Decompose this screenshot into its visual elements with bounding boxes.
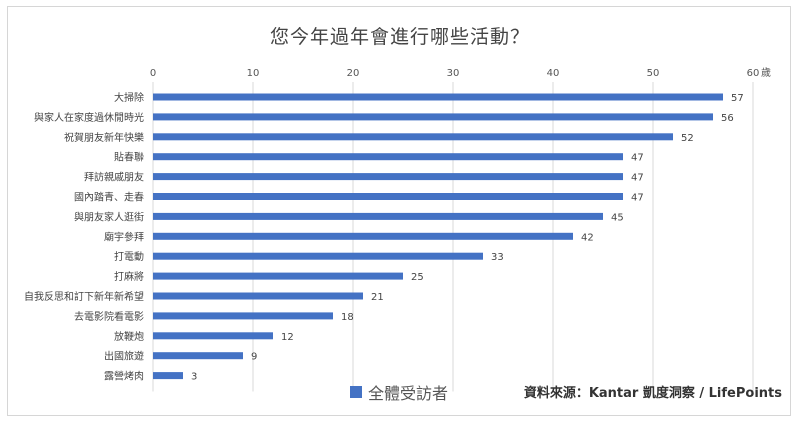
category-label: 打電動 — [114, 250, 144, 263]
category-label: 自我反思和訂下新年新希望 — [24, 290, 144, 303]
data-label: 47 — [631, 193, 644, 204]
category-label: 與家人在家度過休閒時光 — [34, 111, 144, 124]
x-tick-label: 50 — [647, 68, 660, 79]
x-tick-label: 30 — [447, 68, 460, 79]
data-label: 9 — [251, 352, 257, 363]
bar — [153, 113, 713, 121]
bar — [153, 312, 333, 320]
bar — [153, 332, 273, 340]
data-label: 56 — [721, 113, 734, 124]
data-label: 42 — [581, 232, 594, 243]
x-tick-label: 20 — [347, 68, 360, 79]
legend-label: 全體受訪者 — [368, 384, 449, 403]
category-label: 放鞭炮 — [114, 330, 144, 343]
data-label: 3 — [191, 372, 197, 383]
bar — [153, 352, 243, 360]
category-label: 祝賀朋友新年快樂 — [64, 131, 144, 144]
data-label: 52 — [681, 133, 694, 144]
data-label: 45 — [611, 212, 624, 223]
bar — [153, 193, 623, 200]
x-tick-label: 10 — [247, 68, 260, 79]
chart-frame — [7, 6, 791, 416]
data-label: 33 — [491, 252, 504, 263]
bar — [153, 292, 363, 300]
category-label: 貼春聯 — [114, 151, 144, 164]
category-label: 廟宇參拜 — [104, 230, 144, 243]
category-label: 國內踏青、走春 — [74, 191, 144, 204]
category-label: 大掃除 — [114, 91, 144, 104]
bar — [153, 93, 723, 101]
data-label: 25 — [411, 272, 424, 283]
data-label: 47 — [631, 173, 644, 184]
chart-title: 您今年過年會進行哪些活動？ — [269, 26, 530, 48]
category-label: 與朋友家人逛街 — [74, 210, 144, 223]
category-label: 去電影院看電影 — [74, 310, 144, 323]
bar — [153, 173, 623, 181]
bar — [153, 212, 603, 220]
data-label: 18 — [341, 312, 354, 323]
category-label: 出國旅遊 — [104, 350, 144, 363]
category-label: 拜訪親戚朋友 — [84, 171, 144, 184]
data-label: 57 — [731, 93, 744, 104]
legend: 全體受訪者 — [350, 380, 448, 404]
bar — [153, 232, 573, 240]
bar — [153, 133, 673, 141]
legend-swatch — [350, 386, 362, 398]
category-label: 露營烤肉 — [104, 370, 144, 383]
bar — [153, 372, 183, 380]
bar — [153, 153, 623, 161]
x-tick-label: 0 — [150, 68, 156, 79]
bar — [153, 252, 483, 260]
data-label: 12 — [281, 332, 294, 343]
x-tick-label: 60 — [747, 68, 760, 79]
x-unit-label: 歲 — [761, 66, 771, 79]
category-label: 打麻將 — [114, 270, 144, 283]
x-tick-label: 40 — [547, 68, 560, 79]
bar — [153, 272, 403, 280]
data-label: 21 — [371, 292, 384, 303]
data-label: 47 — [631, 153, 644, 164]
source-note: 資料來源：Kantar 凱度洞察 / LifePoints — [523, 386, 782, 401]
